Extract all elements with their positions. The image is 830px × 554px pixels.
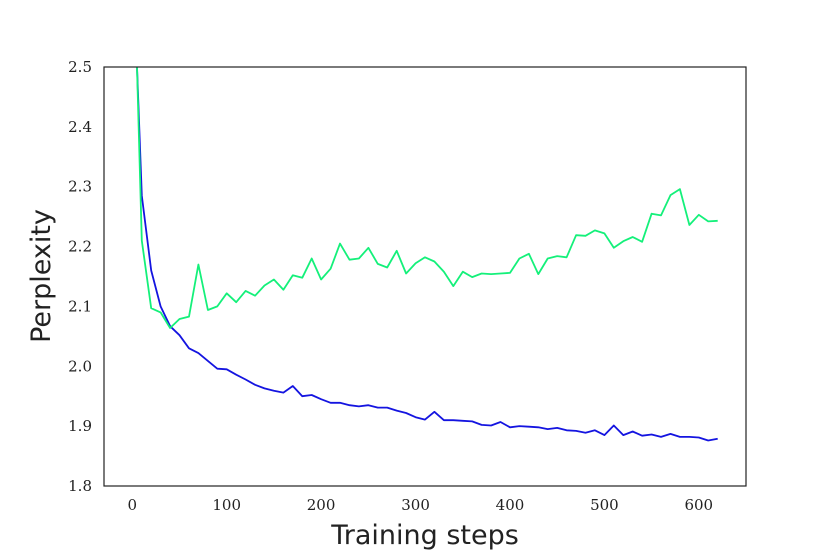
y-axis-label: Perplexity xyxy=(26,209,57,343)
x-tick-label: 400 xyxy=(496,496,525,514)
y-tick-label: 2.2 xyxy=(68,238,92,256)
series-line-2 xyxy=(136,67,718,329)
x-tick-label: 300 xyxy=(401,496,430,514)
y-tick-label: 2.0 xyxy=(68,357,92,375)
series-layer xyxy=(136,67,718,442)
x-axis-ticks: 0 100 200 300 400 500 600 xyxy=(128,496,714,514)
y-tick-label: 1.8 xyxy=(68,477,92,495)
x-tick-label: 500 xyxy=(590,496,619,514)
y-tick-label: 2.3 xyxy=(68,178,92,196)
x-tick-label: 0 xyxy=(128,496,138,514)
series-line-1 xyxy=(136,67,718,442)
x-tick-label: 200 xyxy=(307,496,336,514)
x-tick-label: 100 xyxy=(212,496,241,514)
y-tick-label: 2.1 xyxy=(68,297,92,315)
x-axis-label: Training steps xyxy=(330,520,519,551)
y-tick-label: 2.4 xyxy=(68,118,92,136)
y-tick-label: 2.5 xyxy=(68,58,92,76)
x-tick-label: 600 xyxy=(684,496,713,514)
y-tick-label: 1.9 xyxy=(68,417,92,435)
y-axis-ticks: 1.8 1.9 2.0 2.1 2.2 2.3 2.4 2.5 xyxy=(68,58,92,495)
plot-frame xyxy=(103,66,747,487)
